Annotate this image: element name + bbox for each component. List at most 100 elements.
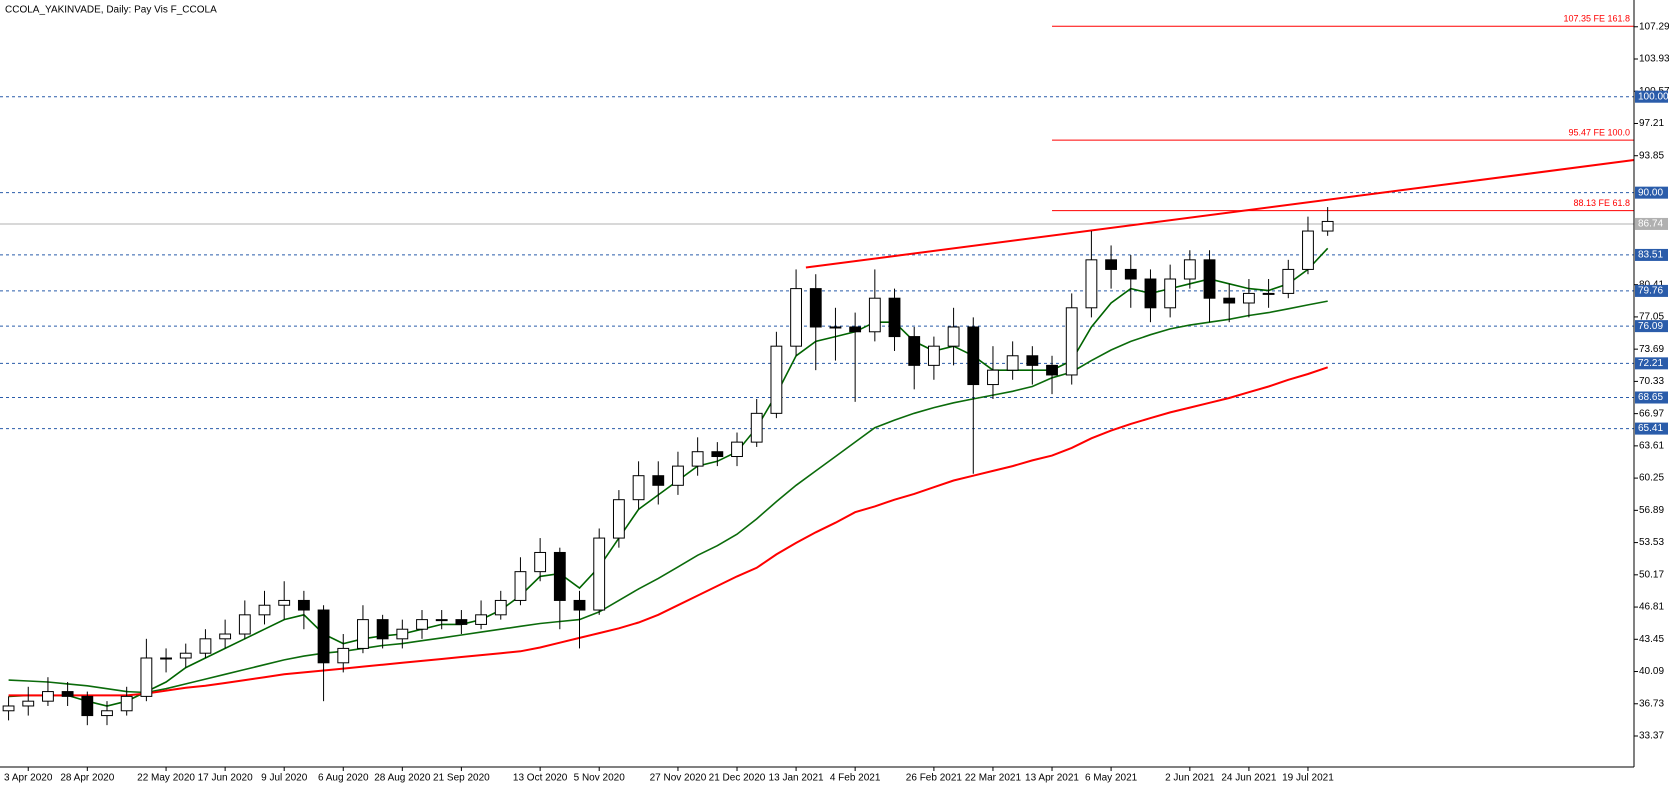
- candle-body: [711, 451, 724, 458]
- candle-body: [1144, 278, 1157, 309]
- y-tick-label: 93.85: [1639, 150, 1664, 161]
- candle-body: [219, 633, 232, 640]
- x-tick-label: 4 Feb 2021: [830, 773, 881, 784]
- candle-body: [475, 614, 487, 625]
- moving-average: [8, 300, 1328, 694]
- candle-body: [1164, 278, 1177, 309]
- candle-body: [632, 475, 645, 501]
- x-tick-label: 24 Jun 2021: [1221, 773, 1276, 784]
- candle-body: [238, 614, 251, 635]
- candle-body: [337, 647, 350, 664]
- y-tick-label: 73.69: [1639, 344, 1664, 355]
- fib-label: 95.47 FE 100.0: [1568, 128, 1630, 138]
- level-label: 65.41: [1638, 423, 1663, 434]
- candle-body: [947, 326, 960, 347]
- y-tick-label: 56.89: [1639, 505, 1664, 516]
- level-label-box: [1635, 90, 1668, 103]
- candle-body: [1065, 307, 1078, 376]
- x-tick-label: 22 May 2020: [137, 773, 195, 784]
- candle-body: [61, 691, 74, 697]
- candle-body: [672, 465, 684, 486]
- candle-body: [731, 441, 743, 458]
- candle-body: [927, 345, 940, 366]
- candle-body: [1223, 297, 1236, 304]
- candle-body: [1321, 220, 1334, 232]
- level-label-box: [1635, 248, 1668, 261]
- candle-body: [357, 619, 369, 649]
- candle-body: [750, 412, 763, 443]
- y-tick-label: 33.37: [1639, 731, 1664, 742]
- level-label: 100.00: [1638, 91, 1669, 102]
- candle-body: [455, 619, 468, 625]
- moving-average: [8, 366, 1329, 697]
- candle-body: [868, 297, 881, 333]
- candle-body: [317, 609, 330, 664]
- current-price-label: 86.74: [1638, 219, 1663, 230]
- candle-body: [258, 604, 271, 616]
- current-price-box: [1635, 217, 1668, 230]
- level-label: 90.00: [1638, 187, 1663, 198]
- candle-body: [987, 369, 999, 386]
- x-tick-label: 13 Jan 2021: [769, 773, 824, 784]
- candle-body: [1046, 364, 1058, 376]
- candle-body: [691, 451, 704, 467]
- y-tick-label: 53.53: [1639, 537, 1664, 548]
- level-label: 68.65: [1638, 392, 1663, 403]
- level-label-box: [1635, 320, 1668, 333]
- level-label: 72.21: [1638, 358, 1663, 369]
- candle-body: [534, 551, 547, 573]
- y-tick-label: 43.45: [1639, 634, 1664, 645]
- candle-body: [612, 499, 625, 539]
- y-tick-label: 77.05: [1639, 312, 1664, 323]
- y-tick-label: 36.73: [1639, 698, 1664, 709]
- y-tick-label: 66.97: [1639, 408, 1664, 419]
- candle-body: [179, 652, 192, 659]
- x-tick-label: 19 Jul 2021: [1282, 773, 1334, 784]
- candle-body: [967, 326, 980, 386]
- y-tick-label: 103.93: [1639, 54, 1669, 65]
- candle-body: [1262, 292, 1275, 295]
- candle-body: [1006, 355, 1019, 371]
- y-tick-label: 80.41: [1639, 279, 1664, 290]
- level-label-box: [1635, 391, 1668, 404]
- candle-body: [494, 599, 507, 616]
- candle-body: [1183, 259, 1196, 280]
- candle-body: [514, 571, 527, 601]
- candle-body: [42, 691, 54, 702]
- candle-body: [790, 288, 802, 347]
- x-tick-label: 9 Jul 2020: [261, 773, 308, 784]
- y-tick-label: 50.17: [1639, 569, 1664, 580]
- y-tick-label: 70.33: [1639, 376, 1664, 387]
- candle-body: [140, 657, 153, 697]
- candle-body: [908, 336, 921, 366]
- candle-body: [1105, 259, 1118, 270]
- x-tick-label: 21 Dec 2020: [709, 773, 766, 784]
- candle-body: [888, 297, 901, 338]
- candle-body: [1203, 259, 1216, 299]
- candle-body: [553, 551, 566, 601]
- candle-body: [416, 619, 428, 630]
- candle-body: [1302, 230, 1314, 270]
- candle-body: [770, 345, 783, 414]
- candle-body: [2, 705, 15, 712]
- level-label-box: [1635, 357, 1668, 370]
- y-tick-label: 97.21: [1639, 118, 1664, 129]
- x-tick-label: 17 Jun 2020: [198, 773, 253, 784]
- x-tick-label: 21 Sep 2020: [433, 773, 490, 784]
- candle-body: [849, 326, 862, 333]
- candle-body: [81, 695, 94, 717]
- x-tick-label: 28 Aug 2020: [374, 773, 431, 784]
- y-tick-label: 63.61: [1639, 441, 1664, 452]
- x-tick-label: 26 Feb 2021: [906, 773, 963, 784]
- moving-average: [8, 247, 1329, 707]
- level-label: 76.09: [1638, 321, 1663, 332]
- candle-body: [1085, 259, 1098, 309]
- x-tick-label: 27 Nov 2020: [650, 773, 707, 784]
- fib-label: 107.35 FE 161.8: [1563, 14, 1630, 24]
- candle-body: [376, 619, 389, 640]
- candle-body: [101, 710, 113, 717]
- trendline: [805, 159, 1635, 269]
- y-tick-label: 60.25: [1639, 473, 1664, 484]
